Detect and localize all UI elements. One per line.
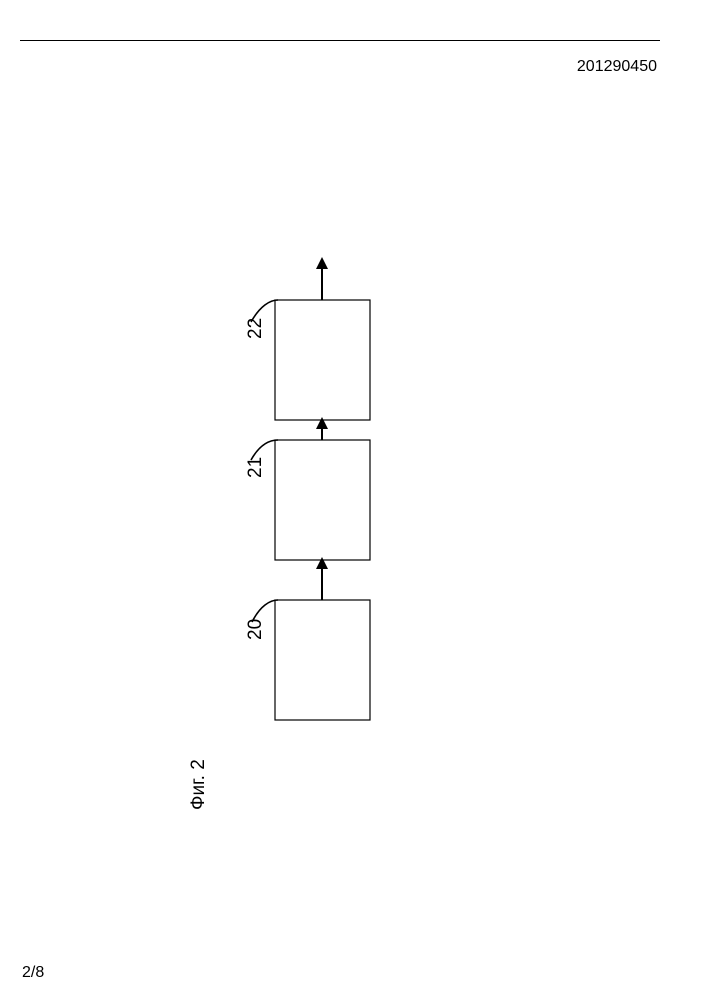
block-22 (275, 300, 370, 420)
block-diagram (0, 0, 707, 1000)
block-label-22: 22 (245, 318, 267, 339)
block-label-21: 21 (245, 457, 267, 478)
page-root: 201290450 Фиг. 2 202122 2/8 (0, 0, 707, 1000)
page-indicator: 2/8 (22, 964, 44, 982)
block-label-20: 20 (245, 619, 267, 640)
block-20 (275, 600, 370, 720)
block-21 (275, 440, 370, 560)
